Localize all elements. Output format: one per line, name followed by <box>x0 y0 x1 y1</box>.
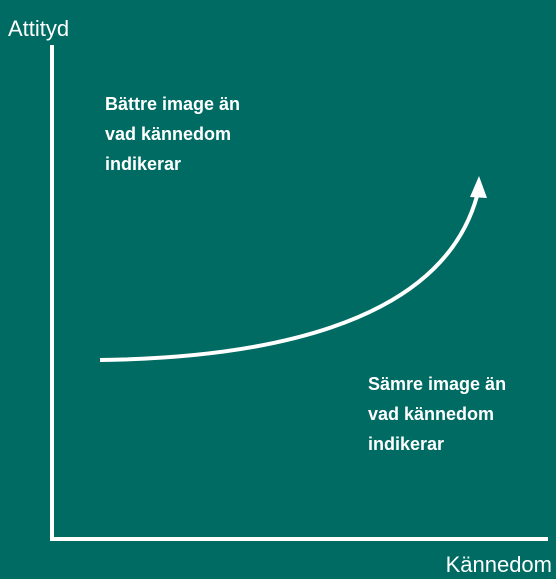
y-axis-label: Attityd <box>8 16 69 41</box>
lower-note: Sämre image än vad kännedom indikerar <box>368 374 506 454</box>
trend-curve <box>99 195 479 362</box>
note-line: Bättre image än <box>105 94 240 114</box>
upper-note: Bättre image än vad kännedom indikerar <box>105 94 240 174</box>
note-line: vad kännedom <box>368 404 494 424</box>
arrow-head <box>470 176 487 198</box>
note-line: vad kännedom <box>105 124 231 144</box>
x-axis-label: Kännedom <box>446 552 552 577</box>
note-line: indikerar <box>368 434 444 454</box>
note-line: Sämre image än <box>368 374 506 394</box>
note-line: indikerar <box>105 154 181 174</box>
